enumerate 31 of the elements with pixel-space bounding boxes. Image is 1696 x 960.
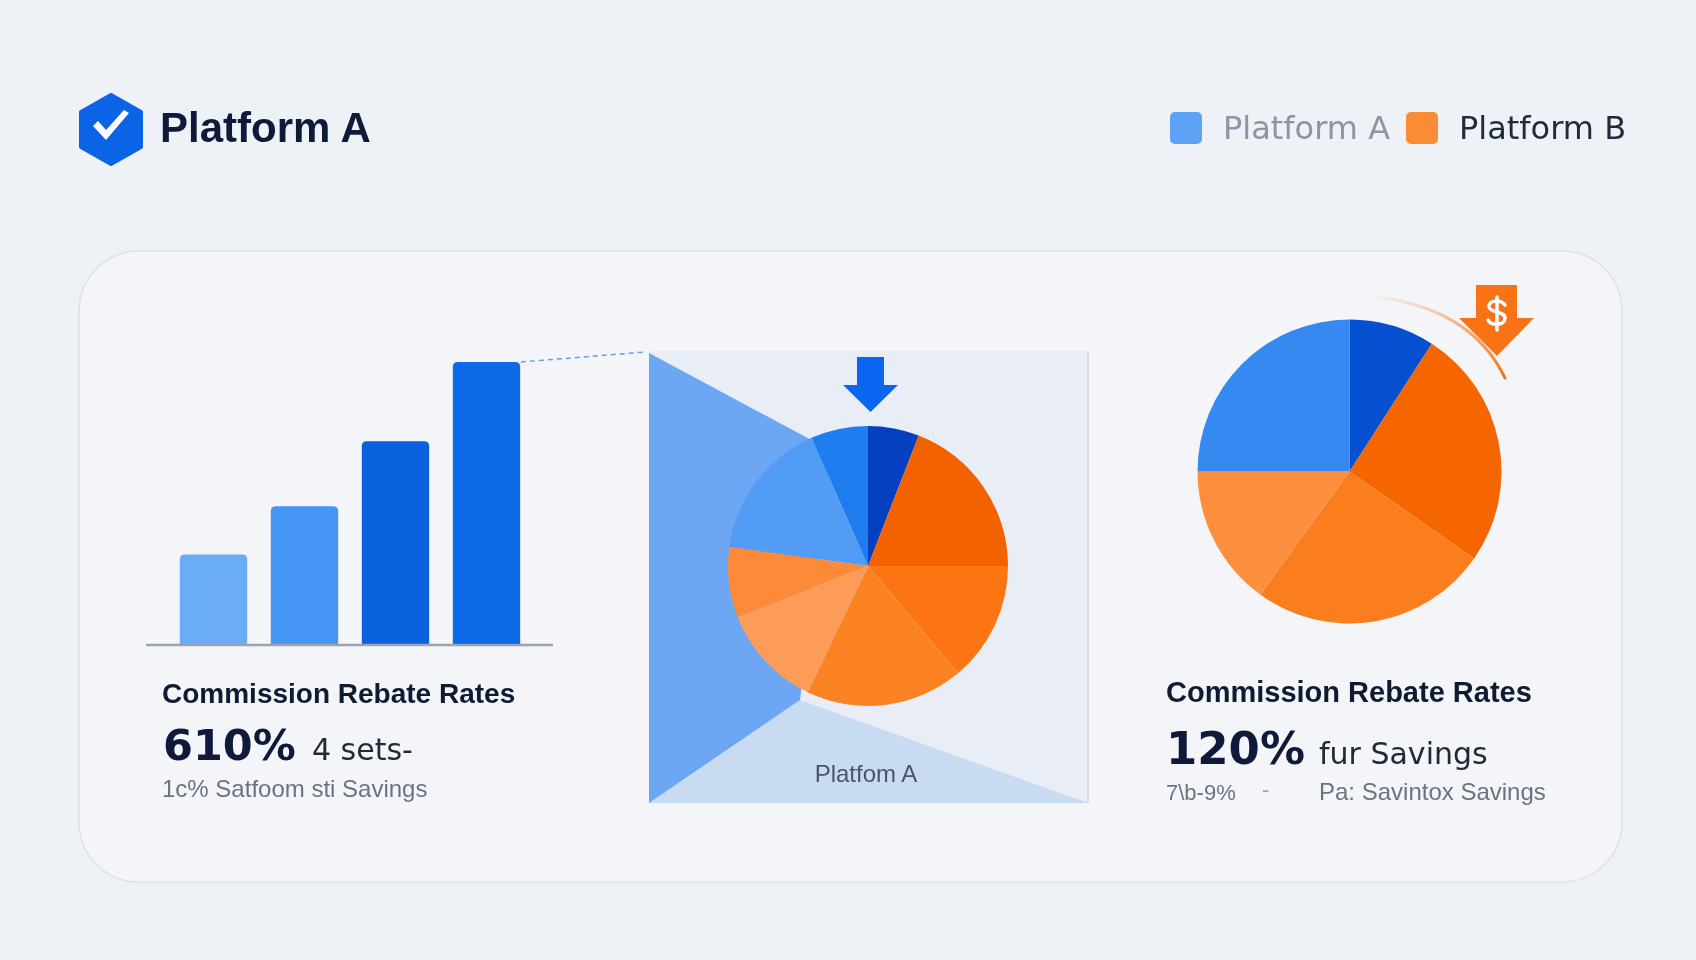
text: 7\b-9% (1166, 780, 1236, 805)
pie-slice (1349, 343, 1502, 559)
text: 4 sets- (312, 732, 413, 767)
bar (179, 554, 248, 645)
pie-slice (729, 437, 868, 566)
text: Commission Rebate Rates (162, 678, 516, 709)
legend-label: Platform A (1223, 109, 1391, 147)
pie-slice (807, 566, 958, 706)
pie-slice (1197, 471, 1350, 595)
text: Platfom A (814, 760, 918, 787)
text: Pa: Savintox Savings (1319, 778, 1546, 805)
text: 1c% Satfoom sti Savings (162, 775, 428, 802)
pie-slice (868, 426, 919, 566)
text: - (1262, 777, 1270, 802)
text: 610% (163, 720, 296, 770)
bar (361, 441, 430, 645)
pie-slice (728, 546, 868, 617)
pie-slice (868, 435, 1008, 566)
text: Platform A (160, 104, 371, 151)
bar (452, 362, 521, 645)
pie-slice (1197, 319, 1350, 472)
pie-slice (868, 566, 1008, 674)
text: Commission Rebate Rates (1166, 676, 1532, 708)
pie-slice (737, 566, 868, 693)
pie-slice (1349, 319, 1432, 472)
text: 120% (1166, 722, 1306, 775)
text: fur Savings (1319, 736, 1488, 771)
legend-label: Platform B (1459, 109, 1627, 147)
pie-slice (1260, 471, 1475, 624)
bar (270, 506, 339, 645)
pie-slice (811, 426, 868, 566)
